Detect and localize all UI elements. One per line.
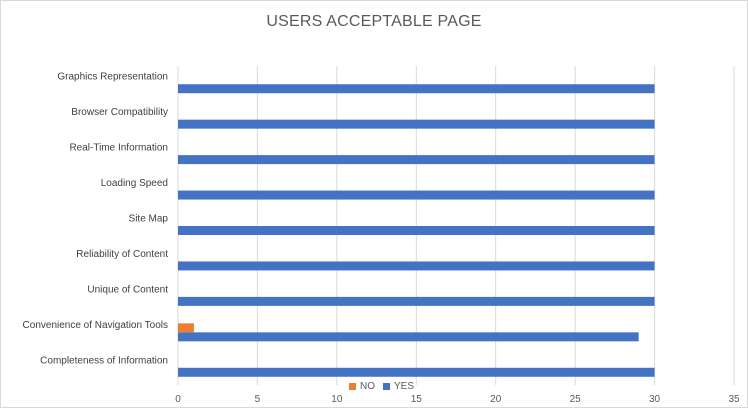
bar-yes-0 [178, 367, 655, 377]
y-category-label: Browser Compatibility [71, 107, 168, 118]
y-category-label: Completeness of Information [40, 355, 168, 366]
legend-swatch-no [349, 383, 356, 390]
x-tick-label-10: 10 [331, 394, 343, 405]
legend-label-no: NO [360, 381, 375, 392]
legend-item-yes: YES [383, 381, 414, 392]
x-tick-label-35: 35 [728, 394, 740, 405]
legend-label-yes: YES [394, 381, 415, 392]
x-tick-label-20: 20 [490, 394, 502, 405]
bar-no-1 [178, 323, 194, 333]
x-tick-label-15: 15 [411, 394, 423, 405]
y-category-label: Convenience of Navigation Tools [23, 320, 168, 331]
bar-yes-1 [178, 332, 639, 342]
legend: NO YES [349, 381, 422, 392]
bar-yes-3 [178, 261, 655, 271]
bar-yes-2 [178, 296, 655, 306]
y-category-label: Site Map [129, 214, 169, 225]
x-tick-label-30: 30 [649, 394, 661, 405]
bar-yes-6 [178, 155, 655, 165]
y-category-label: Graphics Representation [57, 72, 168, 83]
bar-yes-8 [178, 84, 655, 94]
bar-yes-7 [178, 119, 655, 129]
y-category-label: Reliability of Content [76, 249, 168, 260]
bar-yes-4 [178, 226, 655, 235]
x-tick-label-0: 0 [175, 394, 181, 405]
y-category-label: Unique of Content [87, 284, 168, 295]
legend-item-no: NO [349, 381, 375, 392]
chart-title: USERS ACCEPTABLE PAGE [266, 13, 482, 30]
y-category-label: Loading Speed [101, 178, 168, 189]
x-tick-label-25: 25 [570, 394, 582, 405]
x-tick-label-5: 5 [255, 394, 261, 405]
bar-yes-5 [178, 190, 655, 200]
legend-swatch-yes [383, 383, 390, 390]
y-category-label: Real-Time Information [69, 143, 168, 154]
